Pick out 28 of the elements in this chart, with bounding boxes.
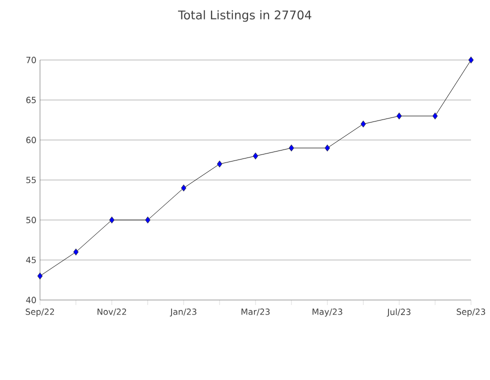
point	[181, 184, 186, 192]
y-tick-label: 40	[26, 296, 36, 304]
y-tick-label: 45	[26, 256, 36, 264]
x-tick-label: Nov/22	[98, 308, 126, 316]
point	[288, 144, 294, 152]
y-tick-label: 50	[26, 216, 36, 224]
x-tick-label: Mar/23	[242, 308, 270, 316]
point	[145, 216, 150, 224]
point	[360, 120, 366, 128]
x-tick-label: Jan/23	[170, 308, 196, 317]
x-tick-label: Jul/23	[386, 308, 410, 317]
point	[396, 112, 402, 120]
y-tick-label: 55	[26, 176, 36, 184]
y-tick-label: 65	[26, 96, 36, 104]
point	[73, 248, 79, 256]
x-tick-label: May/23	[312, 308, 342, 317]
x-tick-label: Sep/23	[456, 308, 486, 317]
x-tick-label: Sep/22	[26, 308, 54, 317]
point	[109, 216, 114, 224]
point	[432, 112, 438, 120]
point	[37, 272, 43, 280]
point	[468, 56, 474, 64]
y-tick-label: 70	[26, 56, 36, 64]
point	[324, 144, 330, 152]
y-tick-label: 60	[26, 136, 36, 144]
chart-title: Total Listings in 27704	[178, 10, 312, 22]
point	[252, 152, 258, 160]
point	[216, 160, 222, 168]
